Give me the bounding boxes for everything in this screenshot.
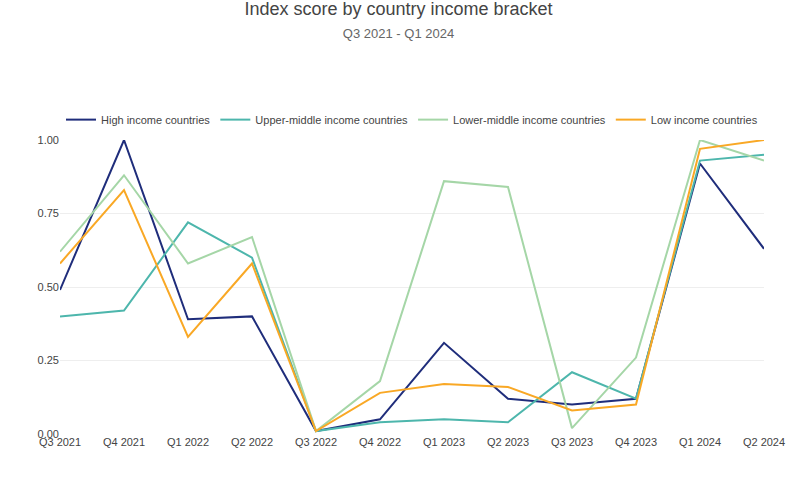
svg-text:Q3 2023: Q3 2023 bbox=[551, 436, 593, 448]
svg-text:Low income countries: Low income countries bbox=[651, 114, 758, 126]
svg-text:High income countries: High income countries bbox=[101, 114, 210, 126]
svg-text:Q3 2021: Q3 2021 bbox=[39, 436, 81, 448]
svg-text:Q3 2022: Q3 2022 bbox=[295, 436, 337, 448]
svg-text:Q2 2023: Q2 2023 bbox=[487, 436, 529, 448]
svg-text:Q2 2024: Q2 2024 bbox=[743, 436, 785, 448]
svg-text:0.00: 0.00 bbox=[38, 428, 59, 440]
svg-text:Index score by country income: Index score by country income bracketQ3 … bbox=[244, 0, 552, 41]
svg-text:Q4 2023: Q4 2023 bbox=[615, 436, 657, 448]
svg-text:Upper-middle income countries: Upper-middle income countries bbox=[255, 114, 408, 126]
svg-text:Q2 2022: Q2 2022 bbox=[231, 436, 273, 448]
svg-text:Q1 2023: Q1 2023 bbox=[423, 436, 465, 448]
svg-text:Q4 2021: Q4 2021 bbox=[103, 436, 145, 448]
svg-text:Q4 2022: Q4 2022 bbox=[359, 436, 401, 448]
svg-text:0.50: 0.50 bbox=[38, 281, 59, 293]
svg-text:Q1 2024: Q1 2024 bbox=[679, 436, 721, 448]
svg-text:0.75: 0.75 bbox=[38, 207, 59, 219]
svg-text:0.25: 0.25 bbox=[38, 354, 59, 366]
svg-text:Lower-middle income countries: Lower-middle income countries bbox=[453, 114, 606, 126]
svg-text:1.00: 1.00 bbox=[38, 134, 59, 146]
svg-text:Q1 2022: Q1 2022 bbox=[167, 436, 209, 448]
